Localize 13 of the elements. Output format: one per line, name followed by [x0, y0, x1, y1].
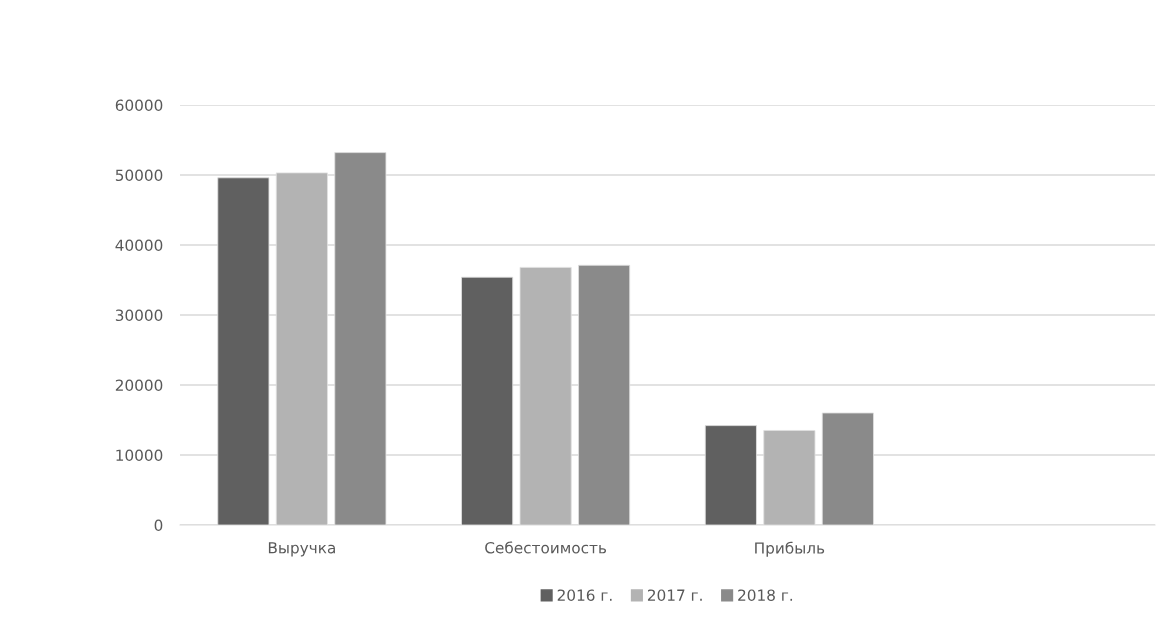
x-tick-label: Выручка: [268, 542, 335, 557]
y-tick-label: 30000: [115, 309, 163, 322]
y-tick-label: 20000: [115, 379, 163, 392]
x-tick-label: Прибыль: [755, 541, 825, 557]
y-tick-label: 40000: [115, 239, 163, 252]
y-tick-label: 50000: [115, 169, 163, 182]
legend-label: 2017 г.: [647, 589, 702, 601]
y-tick-label: 60000: [115, 99, 163, 112]
y-tick-label: 0: [154, 519, 163, 532]
y-tick-label: 10000: [116, 449, 163, 462]
legend-label: 2018 г.: [738, 589, 793, 601]
x-tick-label: Себестоимость: [485, 541, 607, 554]
legend-label: 2016 г.: [557, 589, 612, 601]
